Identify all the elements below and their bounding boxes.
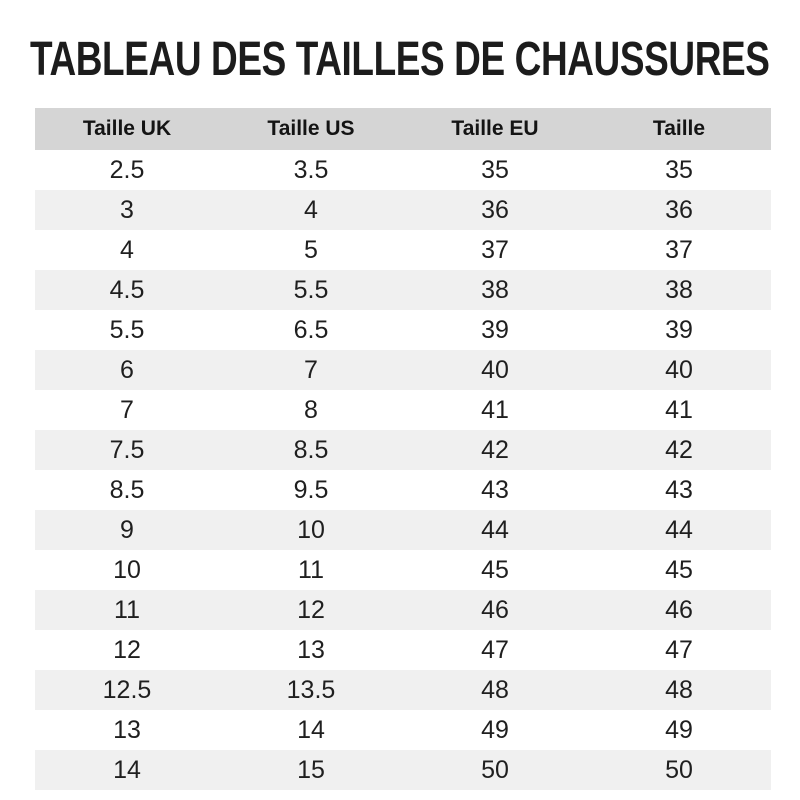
size-cell: 46 <box>403 590 587 630</box>
size-cell: 15 <box>219 750 403 790</box>
size-cell: 37 <box>587 230 771 270</box>
size-cell: 47 <box>587 630 771 670</box>
size-cell: 47 <box>403 630 587 670</box>
page-title: TABLEAU DES TAILLES DE CHAUSSURES <box>30 33 770 86</box>
size-cell: 7 <box>35 390 219 430</box>
size-cell: 9.5 <box>219 470 403 510</box>
size-cell: 12 <box>219 590 403 630</box>
size-cell: 6.5 <box>219 310 403 350</box>
size-cell: 6 <box>35 350 219 390</box>
size-cell: 39 <box>587 310 771 350</box>
table-row: 7 8 41 41 <box>35 390 771 430</box>
size-cell: 45 <box>403 550 587 590</box>
size-cell: 50 <box>403 750 587 790</box>
size-cell: 4 <box>35 230 219 270</box>
size-cell: 12 <box>35 630 219 670</box>
size-cell: 46 <box>587 590 771 630</box>
size-cell: 43 <box>587 470 771 510</box>
header-row: Taille UK Taille US Taille EU Taille <box>35 108 771 150</box>
size-cell: 38 <box>403 270 587 310</box>
table-row: 10 11 45 45 <box>35 550 771 590</box>
size-cell: 7 <box>219 350 403 390</box>
table-row: 7.5 8.5 42 42 <box>35 430 771 470</box>
size-cell: 5.5 <box>219 270 403 310</box>
size-table-body: 2.5 3.5 35 35 3 4 36 36 4 5 37 37 4.5 5.5 38 38 5.5 6.5 39… <box>35 150 771 790</box>
size-cell: 42 <box>587 430 771 470</box>
size-table-header: Taille UK Taille US Taille EU Taille <box>35 108 771 150</box>
size-cell: 44 <box>587 510 771 550</box>
size-cell: 4.5 <box>35 270 219 310</box>
size-cell: 3.5 <box>219 150 403 190</box>
table-row: 11 12 46 46 <box>35 590 771 630</box>
table-row: 2.5 3.5 35 35 <box>35 150 771 190</box>
table-row: 5.5 6.5 39 39 <box>35 310 771 350</box>
size-cell: 37 <box>403 230 587 270</box>
size-cell: 4 <box>219 190 403 230</box>
size-cell: 48 <box>587 670 771 710</box>
size-cell: 8.5 <box>35 470 219 510</box>
size-cell: 36 <box>587 190 771 230</box>
size-cell: 43 <box>403 470 587 510</box>
column-header-taille-eu: Taille EU <box>403 108 587 150</box>
size-cell: 40 <box>403 350 587 390</box>
table-row: 8.5 9.5 43 43 <box>35 470 771 510</box>
size-cell: 14 <box>219 710 403 750</box>
size-cell: 44 <box>403 510 587 550</box>
size-cell: 13 <box>219 630 403 670</box>
size-cell: 7.5 <box>35 430 219 470</box>
size-cell: 42 <box>403 430 587 470</box>
size-cell: 11 <box>219 550 403 590</box>
size-cell: 41 <box>403 390 587 430</box>
column-header-taille-us: Taille US <box>219 108 403 150</box>
size-cell: 45 <box>587 550 771 590</box>
size-cell: 49 <box>403 710 587 750</box>
size-cell: 50 <box>587 750 771 790</box>
table-row: 12.5 13.5 48 48 <box>35 670 771 710</box>
table-row: 3 4 36 36 <box>35 190 771 230</box>
size-cell: 5 <box>219 230 403 270</box>
size-cell: 10 <box>219 510 403 550</box>
size-cell: 40 <box>587 350 771 390</box>
table-row: 6 7 40 40 <box>35 350 771 390</box>
size-cell: 9 <box>35 510 219 550</box>
size-cell: 13.5 <box>219 670 403 710</box>
size-cell: 38 <box>587 270 771 310</box>
table-row: 4 5 37 37 <box>35 230 771 270</box>
size-cell: 36 <box>403 190 587 230</box>
table-row: 14 15 50 50 <box>35 750 771 790</box>
size-cell: 12.5 <box>35 670 219 710</box>
size-cell: 8.5 <box>219 430 403 470</box>
size-cell: 14 <box>35 750 219 790</box>
table-row: 13 14 49 49 <box>35 710 771 750</box>
table-row: 12 13 47 47 <box>35 630 771 670</box>
size-cell: 41 <box>587 390 771 430</box>
size-cell: 11 <box>35 590 219 630</box>
size-cell: 48 <box>403 670 587 710</box>
size-cell: 13 <box>35 710 219 750</box>
column-header-taille: Taille <box>587 108 771 150</box>
size-cell: 8 <box>219 390 403 430</box>
size-cell: 2.5 <box>35 150 219 190</box>
table-row: 4.5 5.5 38 38 <box>35 270 771 310</box>
table-row: 9 10 44 44 <box>35 510 771 550</box>
size-cell: 10 <box>35 550 219 590</box>
size-table: Taille UK Taille US Taille EU Taille 2.5… <box>35 108 771 790</box>
size-cell: 35 <box>403 150 587 190</box>
size-cell: 39 <box>403 310 587 350</box>
column-header-taille-uk: Taille UK <box>35 108 219 150</box>
size-cell: 49 <box>587 710 771 750</box>
size-cell: 3 <box>35 190 219 230</box>
size-cell: 5.5 <box>35 310 219 350</box>
size-cell: 35 <box>587 150 771 190</box>
